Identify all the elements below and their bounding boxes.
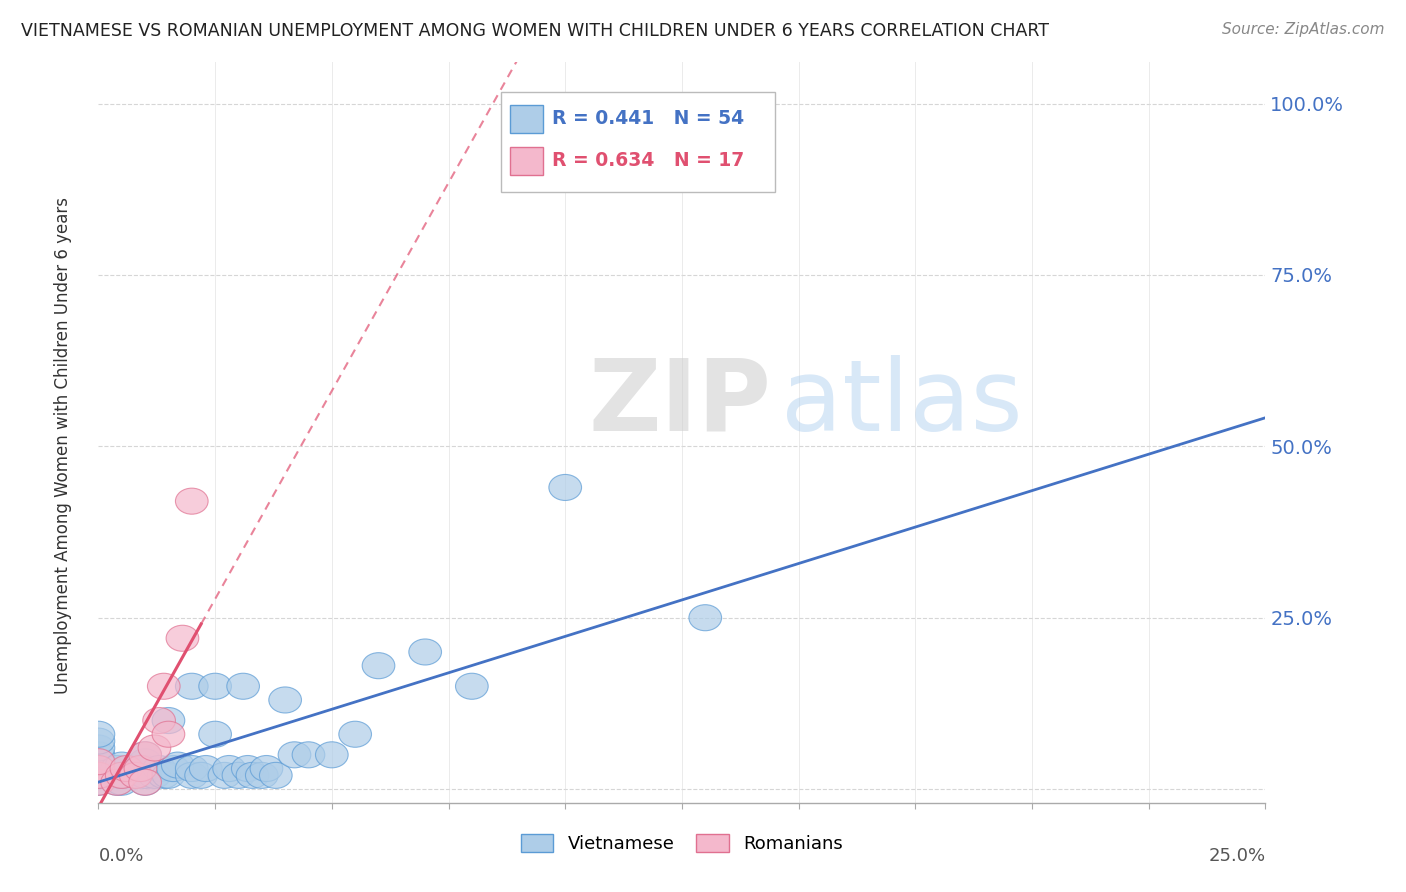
FancyBboxPatch shape bbox=[510, 147, 543, 175]
Ellipse shape bbox=[124, 756, 157, 781]
Ellipse shape bbox=[208, 763, 240, 789]
Ellipse shape bbox=[82, 735, 115, 761]
Ellipse shape bbox=[110, 756, 143, 781]
Ellipse shape bbox=[260, 763, 292, 789]
Legend: Vietnamese, Romanians: Vietnamese, Romanians bbox=[513, 827, 851, 861]
Ellipse shape bbox=[548, 475, 582, 500]
Text: R = 0.441   N = 54: R = 0.441 N = 54 bbox=[553, 109, 745, 128]
Ellipse shape bbox=[152, 707, 184, 733]
Ellipse shape bbox=[409, 639, 441, 665]
Ellipse shape bbox=[232, 756, 264, 781]
Ellipse shape bbox=[105, 752, 138, 778]
Ellipse shape bbox=[176, 756, 208, 781]
Ellipse shape bbox=[101, 769, 134, 796]
Ellipse shape bbox=[129, 769, 162, 796]
Ellipse shape bbox=[82, 763, 115, 789]
FancyBboxPatch shape bbox=[510, 104, 543, 133]
Ellipse shape bbox=[138, 735, 170, 761]
Ellipse shape bbox=[176, 488, 208, 514]
Ellipse shape bbox=[105, 769, 138, 796]
Text: Source: ZipAtlas.com: Source: ZipAtlas.com bbox=[1222, 22, 1385, 37]
Ellipse shape bbox=[292, 742, 325, 768]
Text: 0.0%: 0.0% bbox=[98, 847, 143, 865]
Ellipse shape bbox=[138, 763, 170, 789]
Ellipse shape bbox=[190, 756, 222, 781]
Ellipse shape bbox=[101, 763, 134, 789]
Ellipse shape bbox=[143, 707, 176, 733]
Ellipse shape bbox=[176, 763, 208, 789]
Ellipse shape bbox=[120, 763, 152, 789]
Ellipse shape bbox=[152, 763, 184, 789]
Ellipse shape bbox=[246, 763, 278, 789]
Text: atlas: atlas bbox=[782, 354, 1022, 451]
Ellipse shape bbox=[129, 756, 162, 781]
Text: VIETNAMESE VS ROMANIAN UNEMPLOYMENT AMONG WOMEN WITH CHILDREN UNDER 6 YEARS CORR: VIETNAMESE VS ROMANIAN UNEMPLOYMENT AMON… bbox=[21, 22, 1049, 40]
Ellipse shape bbox=[143, 756, 176, 781]
Ellipse shape bbox=[236, 763, 269, 789]
Ellipse shape bbox=[689, 605, 721, 631]
Ellipse shape bbox=[101, 769, 134, 796]
Ellipse shape bbox=[198, 673, 232, 699]
Ellipse shape bbox=[82, 742, 115, 768]
Ellipse shape bbox=[82, 756, 115, 781]
Ellipse shape bbox=[82, 748, 115, 774]
Ellipse shape bbox=[184, 763, 218, 789]
Text: R = 0.634   N = 17: R = 0.634 N = 17 bbox=[553, 152, 745, 170]
Ellipse shape bbox=[82, 763, 115, 789]
Ellipse shape bbox=[222, 763, 254, 789]
Ellipse shape bbox=[82, 769, 115, 796]
Ellipse shape bbox=[269, 687, 301, 713]
Ellipse shape bbox=[129, 763, 162, 789]
Ellipse shape bbox=[456, 673, 488, 699]
Ellipse shape bbox=[315, 742, 349, 768]
Ellipse shape bbox=[162, 752, 194, 778]
Ellipse shape bbox=[105, 763, 138, 789]
Ellipse shape bbox=[363, 653, 395, 679]
Ellipse shape bbox=[82, 728, 115, 754]
Ellipse shape bbox=[101, 756, 134, 781]
Ellipse shape bbox=[157, 756, 190, 781]
Ellipse shape bbox=[129, 748, 162, 774]
Ellipse shape bbox=[166, 625, 198, 651]
Text: 25.0%: 25.0% bbox=[1208, 847, 1265, 865]
Ellipse shape bbox=[148, 763, 180, 789]
Ellipse shape bbox=[129, 742, 162, 768]
Ellipse shape bbox=[152, 722, 184, 747]
FancyBboxPatch shape bbox=[501, 92, 775, 192]
Ellipse shape bbox=[176, 673, 208, 699]
Ellipse shape bbox=[120, 763, 152, 789]
Ellipse shape bbox=[129, 742, 162, 768]
Ellipse shape bbox=[212, 756, 246, 781]
Text: ZIP: ZIP bbox=[589, 354, 772, 451]
Ellipse shape bbox=[250, 756, 283, 781]
Ellipse shape bbox=[148, 673, 180, 699]
Text: Unemployment Among Women with Children Under 6 years: Unemployment Among Women with Children U… bbox=[55, 197, 72, 695]
Ellipse shape bbox=[339, 722, 371, 747]
Ellipse shape bbox=[105, 763, 138, 789]
Ellipse shape bbox=[226, 673, 260, 699]
Ellipse shape bbox=[82, 756, 115, 781]
Ellipse shape bbox=[124, 756, 157, 781]
Ellipse shape bbox=[198, 722, 232, 747]
Ellipse shape bbox=[82, 722, 115, 747]
Ellipse shape bbox=[82, 748, 115, 774]
Ellipse shape bbox=[129, 769, 162, 796]
Ellipse shape bbox=[278, 742, 311, 768]
Ellipse shape bbox=[82, 769, 115, 796]
